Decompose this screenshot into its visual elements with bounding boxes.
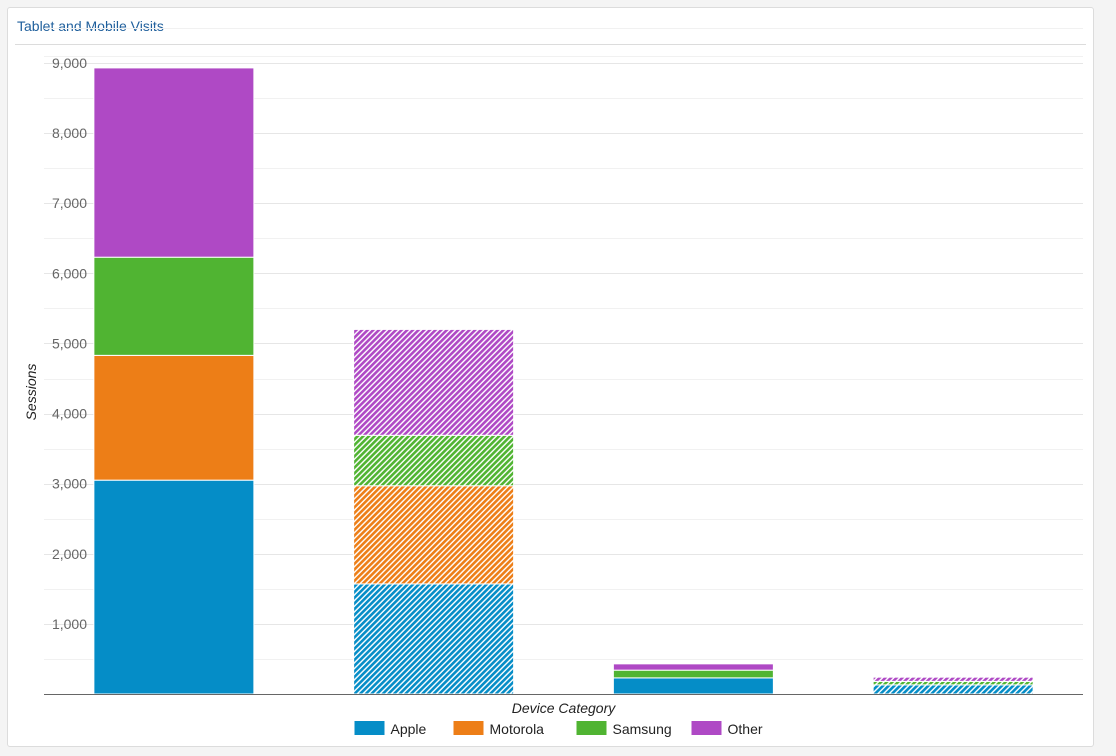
y-tick-label: 3,000 (52, 476, 87, 492)
y-tick-label: 2,000 (52, 546, 87, 562)
bar-segment-samsung[interactable] (612, 669, 774, 679)
legend-label: Apple (391, 721, 427, 737)
bar-segment-motorola[interactable] (353, 485, 515, 585)
bar-segment-samsung[interactable] (872, 680, 1034, 686)
legend-label: Other (728, 721, 763, 737)
legend-swatch (453, 721, 484, 735)
bar-segment-other[interactable] (872, 676, 1034, 682)
bar-segment-apple[interactable] (612, 677, 774, 695)
x-axis-title: Device Category (512, 700, 616, 716)
y-tick-label: 9,000 (52, 55, 87, 71)
panel-title: Tablet and Mobile Visits (17, 18, 164, 34)
legend-item-other[interactable]: Other (691, 721, 763, 737)
y-tick-label: 8,000 (52, 125, 87, 141)
legend-item-motorola[interactable]: Motorola (453, 721, 545, 737)
legend-swatch (691, 721, 722, 735)
legend-swatch (576, 721, 607, 735)
bar-segment-other[interactable] (353, 328, 515, 436)
y-tick-label: 5,000 (52, 335, 87, 351)
bar-segment-apple[interactable] (93, 479, 255, 695)
bar-segment-samsung[interactable] (353, 434, 515, 487)
title-divider (15, 44, 1086, 45)
y-tick-label: 1,000 (52, 616, 87, 632)
bar-segment-motorola[interactable] (93, 354, 255, 481)
legend: Apple Motorola Samsung Other (354, 721, 763, 737)
legend-item-samsung[interactable]: Samsung (576, 721, 672, 737)
bars (93, 67, 1034, 695)
bar-segment-other[interactable] (612, 663, 774, 671)
y-axis-ticks: 1,000 2,000 3,000 4,000 5,000 6,000 7,000 8,000… (52, 55, 87, 632)
bar-segment-other[interactable] (93, 67, 255, 258)
legend-swatch (354, 721, 385, 735)
bar-segment-samsung[interactable] (93, 256, 255, 356)
legend-label: Samsung (613, 721, 672, 737)
bar-segment-apple[interactable] (872, 684, 1034, 695)
bar-segment-apple[interactable] (353, 583, 515, 695)
legend-item-apple[interactable]: Apple (354, 721, 427, 737)
y-tick-label: 7,000 (52, 195, 87, 211)
legend-label: Motorola (490, 721, 545, 737)
y-axis-title: Sessions (23, 364, 39, 421)
y-tick-label: 4,000 (52, 406, 87, 422)
y-tick-label: 6,000 (52, 265, 87, 281)
